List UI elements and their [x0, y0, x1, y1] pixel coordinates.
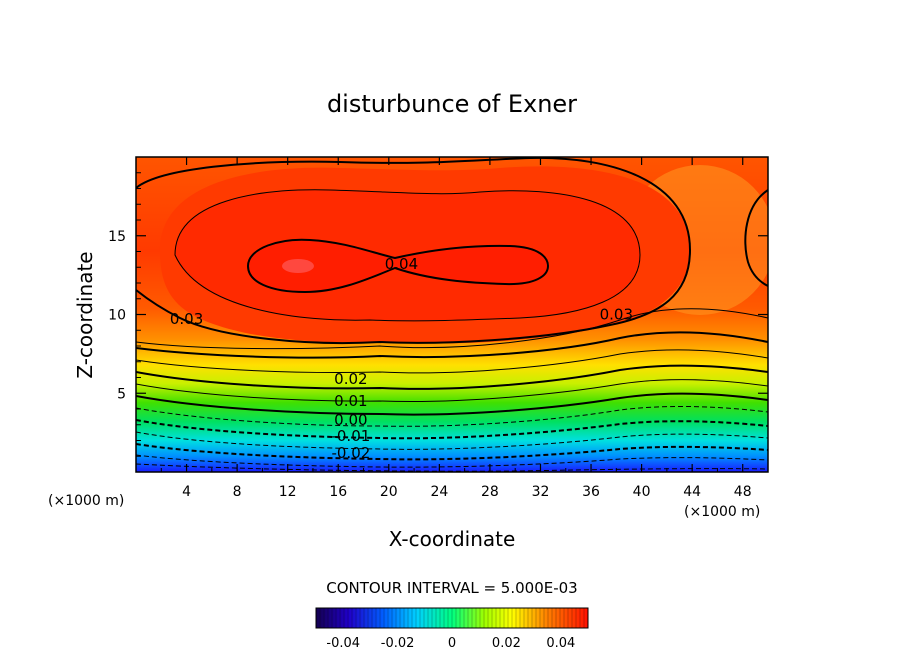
contour-label: -0.02	[331, 444, 370, 462]
contour-line-n01	[136, 419, 768, 440]
x-axis-label: X-coordinate	[389, 527, 516, 551]
y-tick-label: 5	[117, 386, 126, 402]
colorbar-tick-label: 0.04	[546, 636, 575, 651]
x-tick-label: 20	[380, 484, 398, 500]
colorbar-fill	[316, 608, 588, 628]
colorbar-tick-label: 0	[448, 636, 456, 651]
colorbar-frame	[315, 607, 589, 629]
contour-line-n005	[136, 405, 768, 427]
contour-label: 0.01	[334, 392, 367, 410]
x-tick-label: 8	[233, 484, 242, 500]
contour-line-015	[136, 349, 768, 374]
y-unit-label: (×1000 m)	[48, 493, 124, 509]
colorbar-tick-label: -0.04	[326, 636, 360, 651]
contour-label: 0.04	[385, 255, 418, 273]
contour-line-02	[136, 331, 768, 359]
x-tick-label: 32	[532, 484, 550, 500]
x-tick-label: 44	[683, 484, 701, 500]
x-tick-label: 36	[582, 484, 600, 500]
contour-labels: 0.04 0.03 0.03 0.02 0.010.00-0.01-0.02	[170, 255, 633, 462]
contour-line-03-right	[744, 189, 768, 287]
x-tick-label: 48	[734, 484, 752, 500]
contour-line-00	[136, 392, 768, 416]
contour-line-n03	[136, 463, 768, 472]
y-axis-ticks: 5 10 15	[108, 172, 768, 457]
contour-line-04	[246, 238, 550, 294]
x-tick-label: 12	[279, 484, 297, 500]
y-tick-label: 10	[108, 308, 126, 324]
colorbar-ticks: -0.04 -0.02 0 0.02 0.04	[326, 636, 575, 651]
contour-lines	[136, 157, 768, 472]
x-unit-label: (×1000 m)	[684, 504, 760, 520]
x-tick-label: 24	[430, 484, 448, 500]
field-max	[282, 259, 314, 273]
contour-label: 0.03	[170, 310, 203, 328]
contour-line-025	[136, 308, 768, 350]
field-region-004	[248, 239, 548, 292]
colorbar-tick-label: 0.02	[492, 636, 521, 651]
contour-line-n02	[136, 443, 768, 461]
contour-line-n025	[136, 454, 768, 468]
contour-interval-text: CONTOUR INTERVAL = 5.000E-03	[326, 579, 577, 597]
contour-label: 0.02	[334, 370, 367, 388]
y-tick-label: 15	[108, 229, 126, 245]
x-tick-label: 28	[481, 484, 499, 500]
contour-line-035	[174, 189, 641, 322]
contour-line-01	[136, 364, 768, 390]
contour-line-03	[136, 157, 692, 344]
x-axis-ticks: 4 8 12 16 20 24 28 32 36 40 44 48	[160, 157, 752, 500]
contour-line-005	[136, 379, 768, 403]
x-tick-label: 16	[329, 484, 347, 500]
y-axis-label: Z-coordinate	[73, 251, 97, 378]
contour-label: 0.03	[600, 306, 633, 324]
contour-field	[136, 157, 768, 472]
x-tick-label: 4	[182, 484, 191, 500]
x-tick-label: 40	[633, 484, 651, 500]
contour-label: -0.01	[331, 427, 370, 445]
contour-line-n015	[136, 431, 768, 450]
chart-title: disturbunce of Exner	[327, 90, 577, 118]
contour-label: 0.00	[334, 411, 367, 429]
colorbar-tick-label: -0.02	[381, 636, 415, 651]
colorbar: -0.04 -0.02 0 0.02 0.04	[315, 607, 589, 651]
